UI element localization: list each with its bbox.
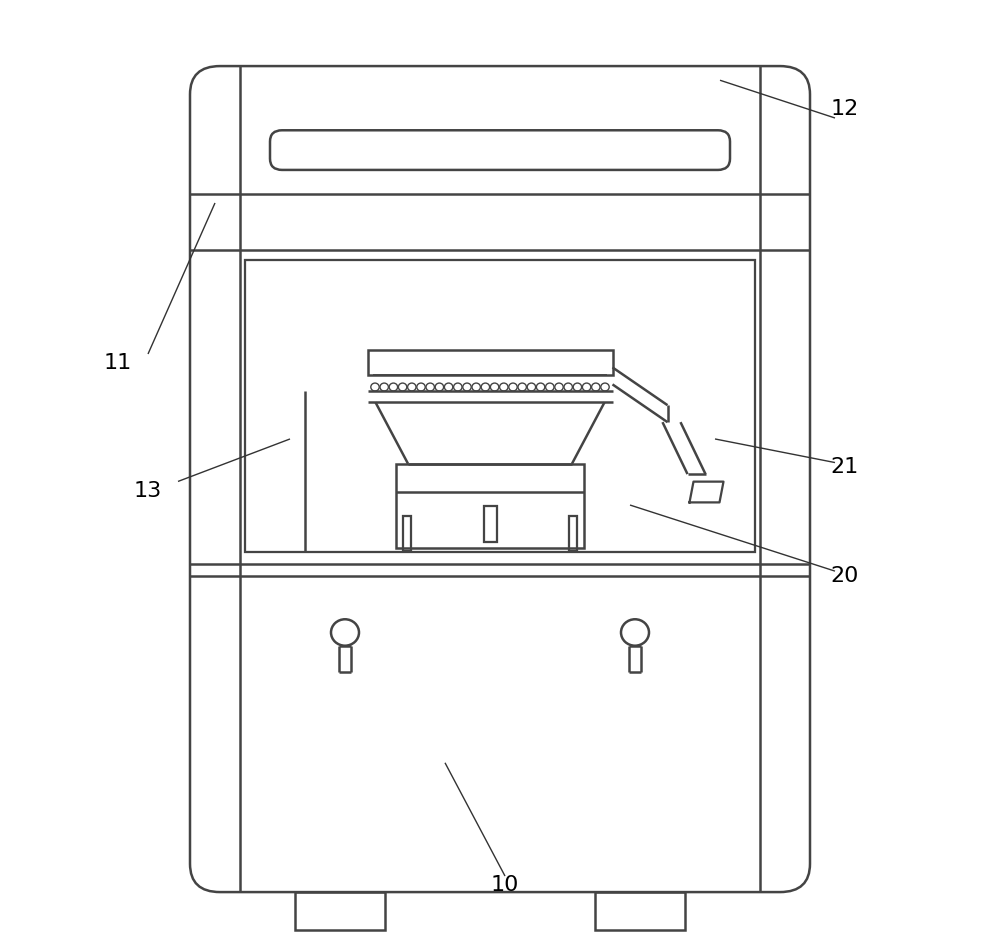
Bar xyxy=(403,515,411,551)
Text: 12: 12 xyxy=(831,98,859,119)
Bar xyxy=(396,464,584,548)
Bar xyxy=(595,892,685,930)
Bar xyxy=(245,260,755,552)
Bar xyxy=(368,350,612,375)
Text: 21: 21 xyxy=(831,457,859,478)
Text: 11: 11 xyxy=(104,353,132,374)
Text: 20: 20 xyxy=(831,565,859,586)
Bar xyxy=(569,515,577,551)
Text: 13: 13 xyxy=(134,480,162,501)
Text: 10: 10 xyxy=(491,875,519,896)
Bar xyxy=(484,506,496,542)
Bar xyxy=(295,892,385,930)
